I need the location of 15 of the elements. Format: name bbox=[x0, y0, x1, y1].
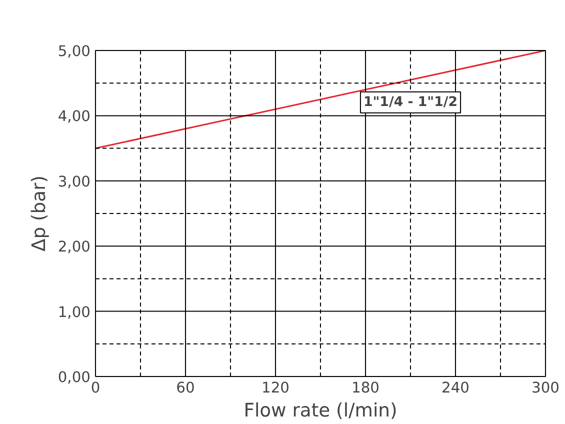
x-tick-label: 180 bbox=[352, 380, 380, 396]
x-tick-label: 120 bbox=[262, 380, 290, 396]
x-axis-title: Flow rate (l/min) bbox=[244, 400, 398, 422]
y-tick-label: 1,00 bbox=[58, 304, 91, 321]
y-tick-label: 2,00 bbox=[58, 238, 91, 256]
x-tick-label: 60 bbox=[176, 380, 195, 396]
y-tick-label: 4,00 bbox=[58, 108, 91, 126]
x-tick-label: 0 bbox=[90, 380, 100, 396]
x-tick-label: 300 bbox=[532, 380, 560, 396]
y-axis-title: Δp (bar) bbox=[28, 175, 50, 252]
y-tick-label: 0,00 bbox=[58, 369, 91, 386]
y-tick-label: 3,00 bbox=[58, 173, 91, 190]
x-tick-label: 240 bbox=[442, 380, 470, 396]
series-label: 1"1/4 - 1"1/2 bbox=[363, 94, 458, 110]
y-tick-label: 5,00 bbox=[58, 43, 91, 60]
